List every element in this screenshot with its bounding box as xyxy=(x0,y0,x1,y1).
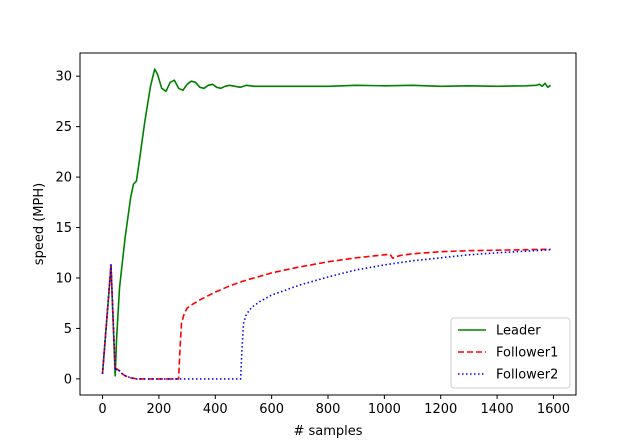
x-axis-label: # samples xyxy=(293,424,362,439)
y-tick-label: 5 xyxy=(64,322,72,337)
y-tick-label: 15 xyxy=(55,221,72,236)
legend-label-leader: Leader xyxy=(496,324,541,339)
x-tick-label: 200 xyxy=(146,402,171,417)
x-tick-label: 1600 xyxy=(537,402,570,417)
x-tick-label: 800 xyxy=(316,402,341,417)
series-line-follower2 xyxy=(101,248,551,380)
y-axis-label: speed (MPH) xyxy=(32,183,47,265)
legend: Leader Follower1 Follower2 xyxy=(450,317,571,389)
legend-label-follower1: Follower1 xyxy=(496,346,558,361)
y-axis: 0 5 10 15 20 25 30 xyxy=(55,70,80,387)
y-tick-label: 0 xyxy=(64,372,72,387)
x-tick-label: 0 xyxy=(98,402,106,417)
x-tick-label: 1400 xyxy=(481,402,514,417)
x-tick-label: 1200 xyxy=(424,402,457,417)
series-line-leader xyxy=(101,68,552,377)
legend-box xyxy=(450,317,571,389)
y-tick-label: 10 xyxy=(55,271,72,286)
x-tick-label: 400 xyxy=(203,402,228,417)
plot-area xyxy=(101,68,552,380)
y-tick-label: 20 xyxy=(55,171,72,186)
x-tick-label: 600 xyxy=(259,402,284,417)
legend-label-follower2: Follower2 xyxy=(496,368,558,383)
y-tick-label: 30 xyxy=(55,70,72,85)
x-tick-label: 1000 xyxy=(368,402,401,417)
x-axis: 0 200 400 600 800 1000 1200 1400 1600 xyxy=(98,395,570,417)
y-tick-label: 25 xyxy=(55,120,72,135)
